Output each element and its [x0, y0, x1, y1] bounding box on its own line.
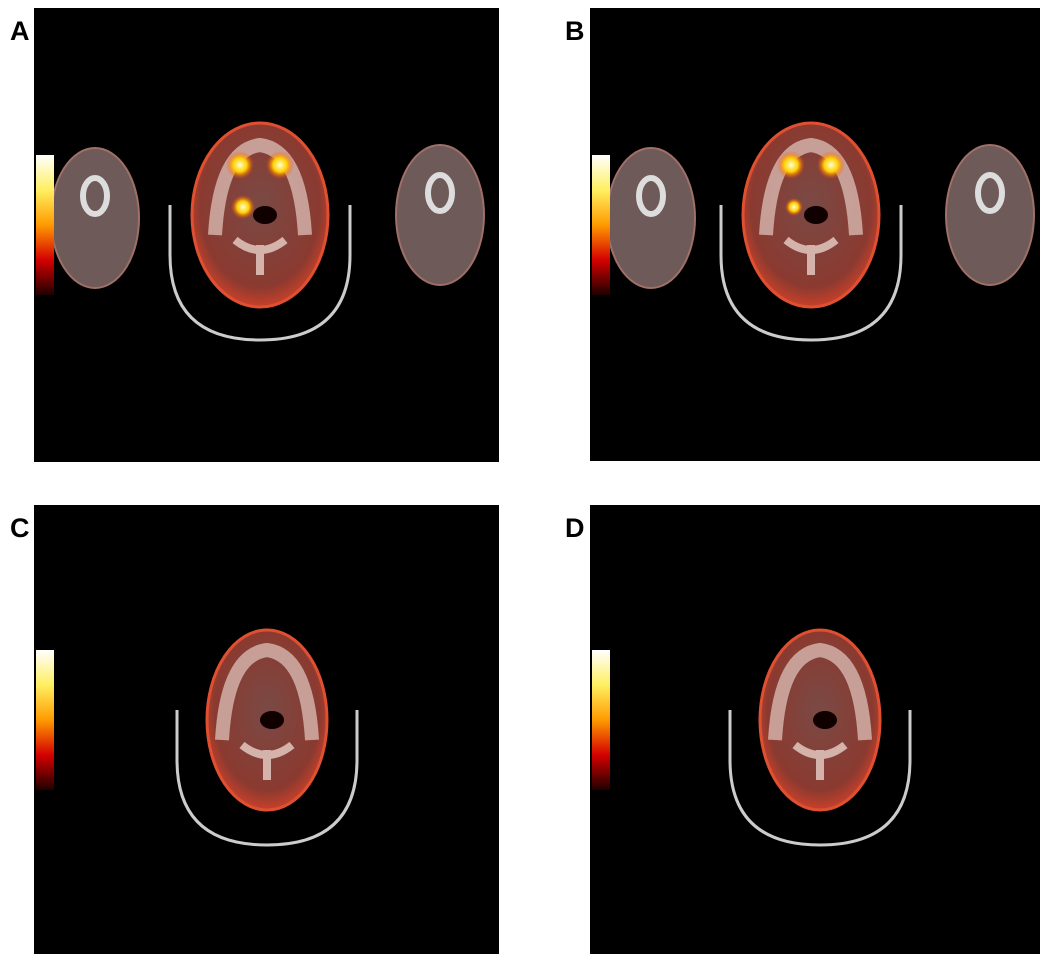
uptake	[226, 151, 254, 179]
panel-label: A	[10, 16, 30, 46]
panel-label: C	[10, 513, 30, 543]
panel	[34, 505, 499, 954]
arm	[946, 145, 1034, 285]
uptake	[817, 151, 845, 179]
colorbar	[592, 155, 610, 295]
airway	[813, 711, 837, 729]
page: ABCD (() => { const data = JSON.parse(do…	[0, 0, 1044, 954]
uptake	[231, 195, 255, 219]
panel	[590, 8, 1040, 461]
colorbar	[592, 650, 610, 790]
uptake	[785, 198, 803, 216]
arm	[607, 148, 695, 288]
figure: A B C D	[0, 0, 1044, 954]
arm	[51, 148, 139, 288]
colorbar	[36, 650, 54, 790]
panel-label: B	[565, 16, 585, 46]
uptake	[777, 151, 805, 179]
panel-label: D	[565, 513, 585, 543]
airway	[253, 206, 277, 224]
uptake	[266, 151, 294, 179]
airway	[260, 711, 284, 729]
arm	[396, 145, 484, 285]
panel	[34, 8, 499, 462]
colorbar	[36, 155, 54, 295]
panel	[590, 505, 1040, 954]
airway	[804, 206, 828, 224]
